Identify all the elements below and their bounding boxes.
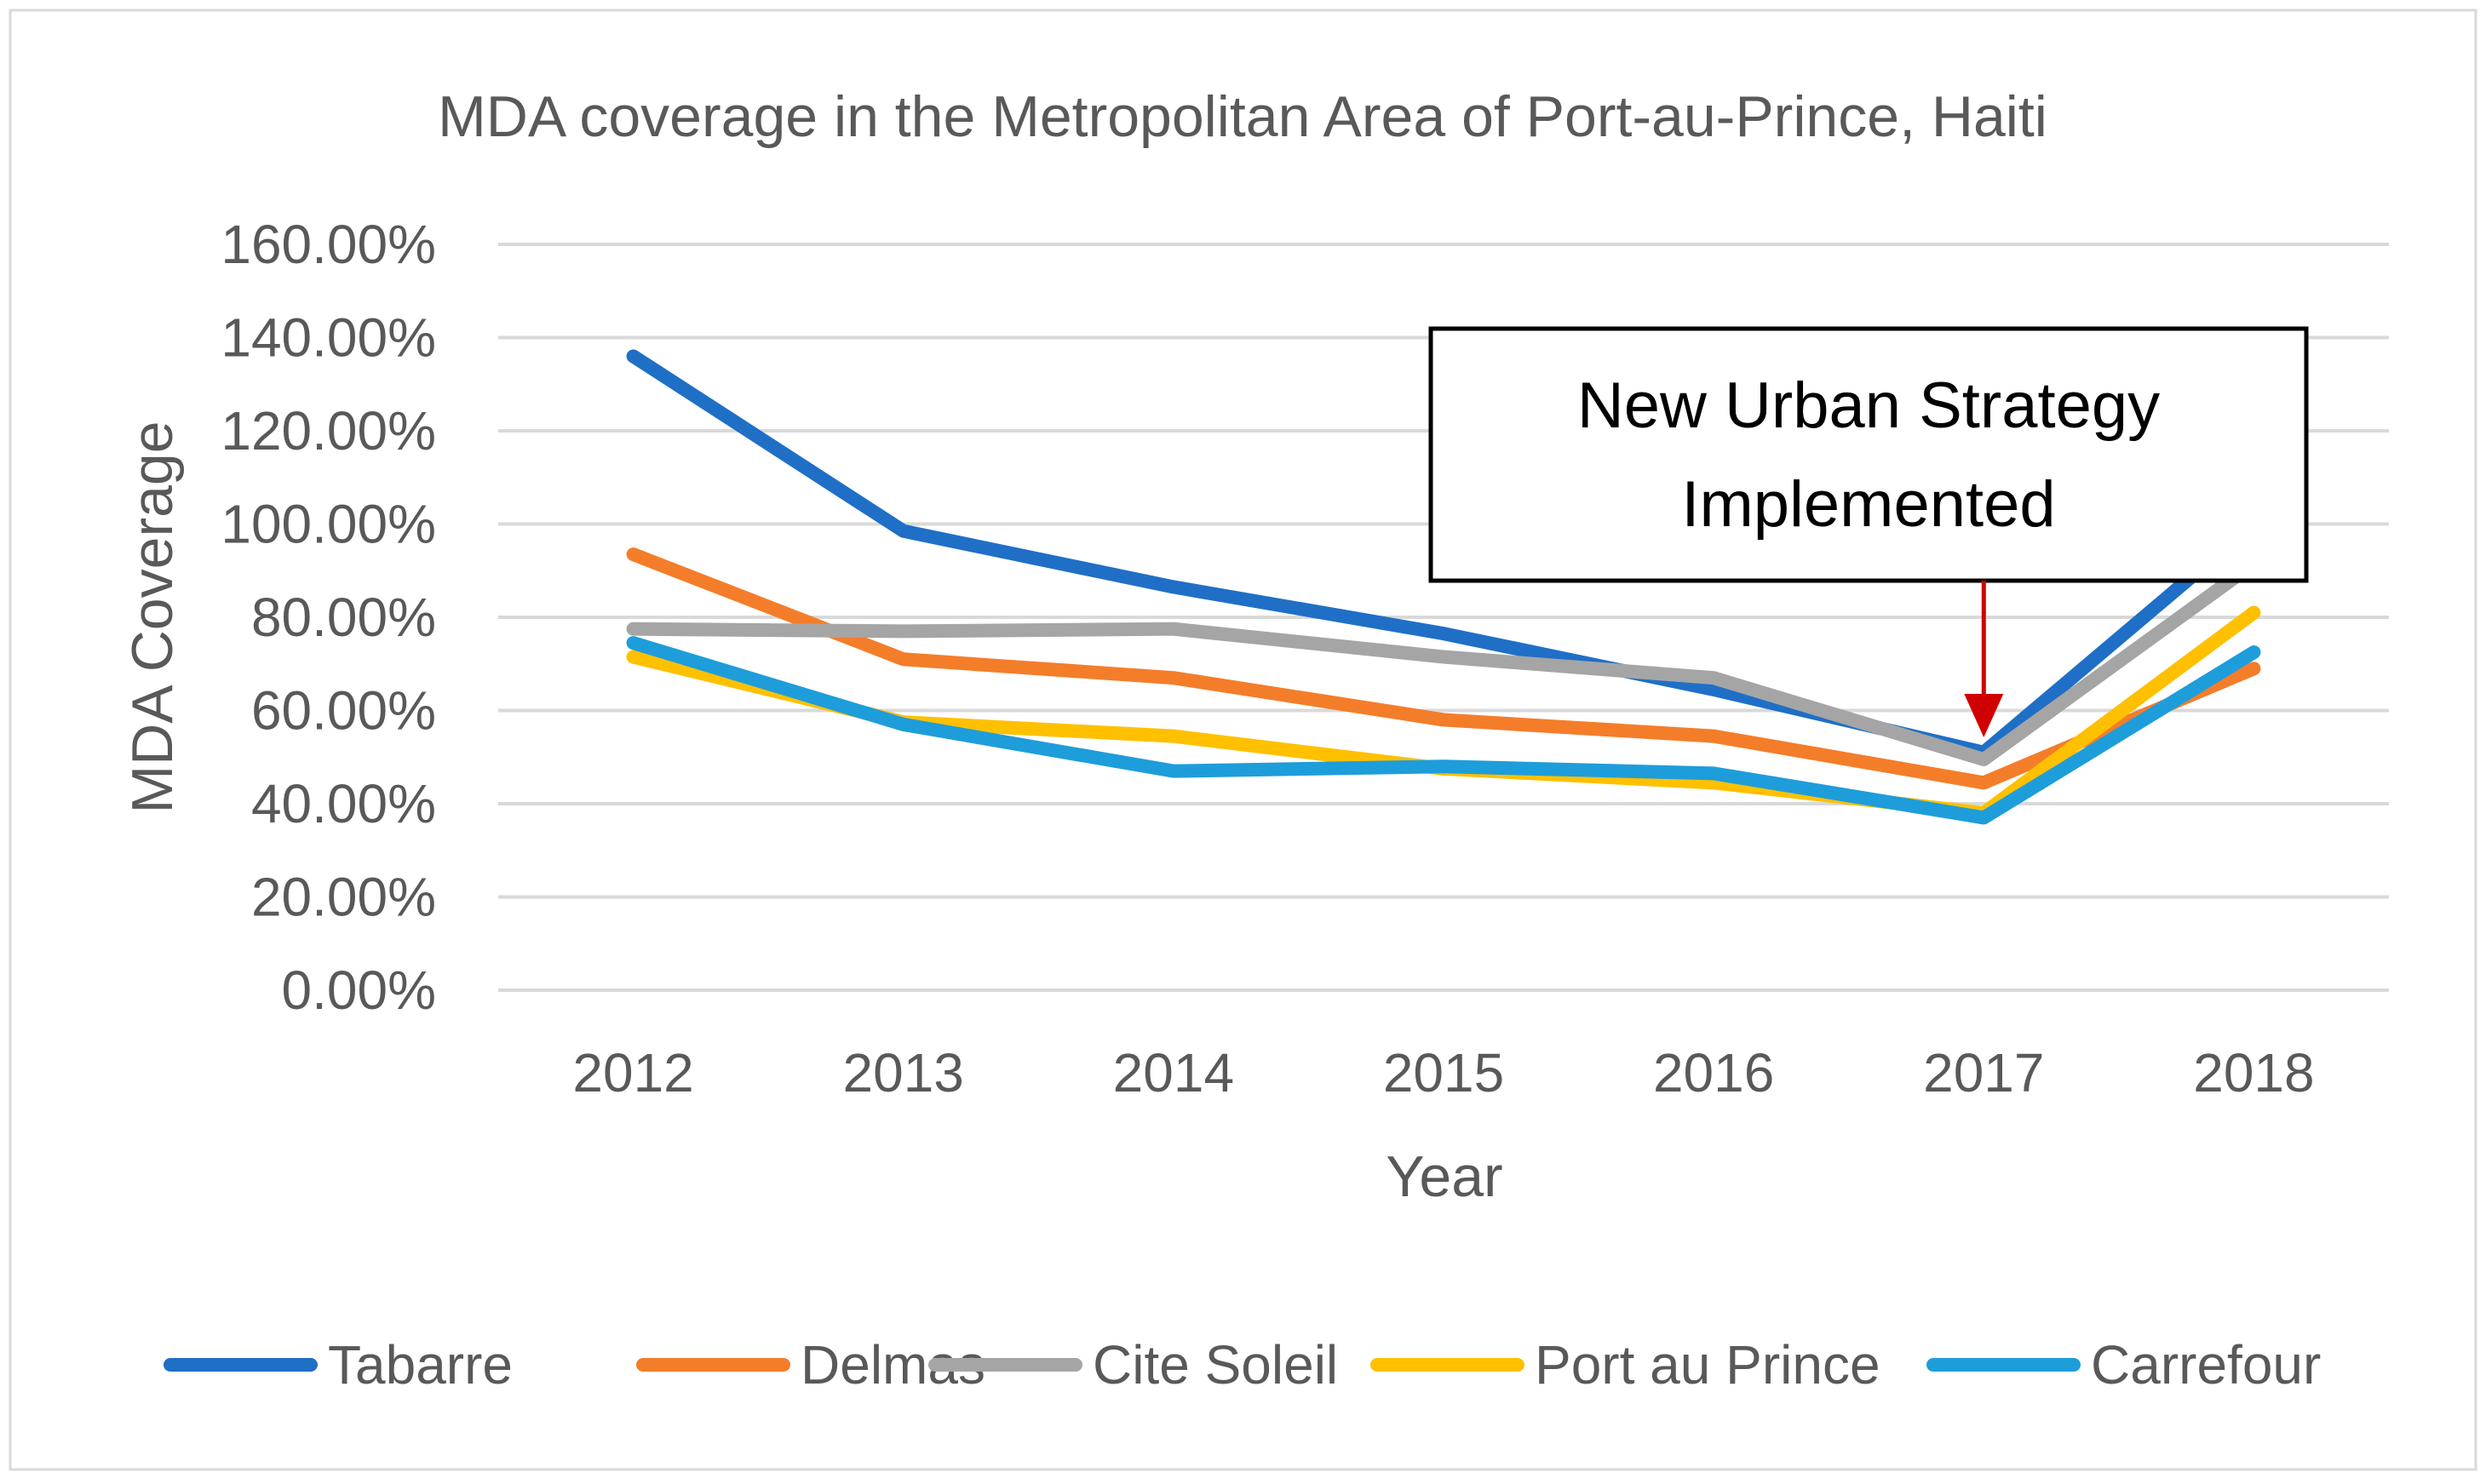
y-tick-label: 40.00% [251, 773, 436, 834]
legend-label-port-au-prince: Port au Prince [1535, 1334, 1880, 1395]
series-line-cite-soleil [626, 557, 2261, 766]
annotation-line-2: Implemented [1681, 468, 2055, 541]
y-tick-labels: 0.00% 20.00% 40.00% 60.00% 80.00% 100.00% 120.… [221, 214, 436, 1021]
y-tick-label: 20.00% [251, 867, 436, 928]
chart-title: MDA coverage in the Metropolitan Area of… [438, 84, 2047, 149]
series-layer [626, 349, 2261, 825]
legend-label-carrefour: Carrefour [2091, 1334, 2321, 1395]
x-tick-label: 2014 [1113, 1042, 1234, 1103]
annotation-box [1428, 326, 2309, 583]
y-tick-label: 140.00% [221, 307, 436, 369]
series-line-carrefour [626, 636, 2261, 825]
y-tick-label: 80.00% [251, 587, 436, 648]
x-tick-label: 2015 [1383, 1042, 1504, 1103]
x-tick-label: 2016 [1653, 1042, 1774, 1103]
y-tick-label: 160.00% [221, 214, 436, 275]
series-line-delmas [626, 547, 2261, 790]
y-tick-label: 120.00% [221, 400, 436, 461]
y-tick-label: 100.00% [221, 494, 436, 555]
y-axis-label: MDA Coverage [120, 421, 185, 813]
y-tick-label: 60.00% [251, 680, 436, 742]
x-tick-label: 2018 [2193, 1042, 2314, 1103]
x-tick-label: 2012 [572, 1042, 693, 1103]
legend: Tabarre Delmas Cite Soleil Port au Prince Ca… [164, 1334, 2321, 1395]
annotation: New Urban Strategy Implemented [1428, 326, 2309, 737]
x-tick-label: 2017 [1923, 1042, 2044, 1103]
x-axis-label: Year [1386, 1144, 1502, 1209]
annotation-arrow-head [1964, 694, 2004, 737]
legend-label-cite-soleil: Cite Soleil [1093, 1334, 1338, 1395]
x-tick-label: 2013 [843, 1042, 964, 1103]
legend-label-tabarre: Tabarre [328, 1334, 513, 1395]
y-tick-label: 0.00% [282, 960, 436, 1021]
x-tick-labels: 2012 2013 2014 2015 2016 2017 2018 [572, 1042, 2314, 1103]
annotation-line-1: New Urban Strategy [1577, 370, 2160, 442]
